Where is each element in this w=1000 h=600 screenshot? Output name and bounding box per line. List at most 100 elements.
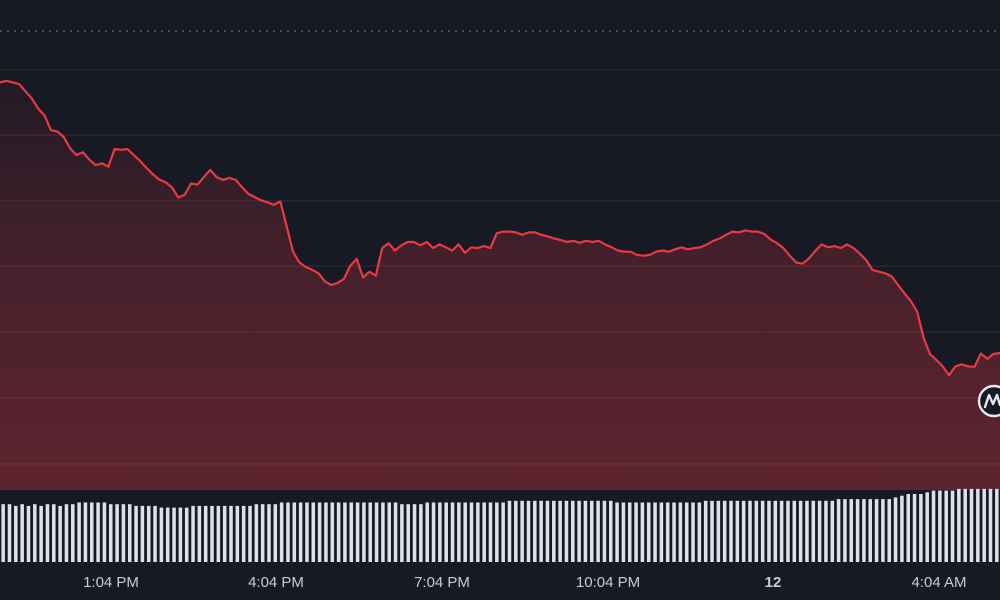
volume-bar: [646, 502, 651, 562]
volume-bar: [836, 499, 841, 562]
volume-bar: [824, 500, 828, 562]
volume-bar: [944, 490, 948, 562]
volume-bar: [431, 502, 436, 562]
volume-bar: [969, 488, 974, 562]
volume-bar: [577, 500, 581, 562]
volume-bar: [615, 502, 619, 562]
volume-bar: [324, 502, 328, 562]
volume-bar: [102, 502, 107, 562]
volume-bar: [355, 502, 360, 562]
x-tick-label: 7:04 PM: [414, 574, 470, 591]
volume-bar: [311, 502, 316, 562]
volume-bar: [406, 504, 410, 562]
volume-bar: [216, 505, 221, 562]
volume-bar: [191, 505, 195, 562]
coinmarketcap-logo-icon: [977, 384, 1000, 418]
volume-bar: [868, 499, 873, 562]
volume-bar: [425, 502, 429, 562]
volume-bar: [438, 502, 442, 562]
volume-bar: [539, 500, 543, 562]
volume-bar: [146, 505, 151, 562]
volume-bar: [792, 500, 797, 562]
volume-bar: [931, 490, 936, 562]
volume-bar: [716, 500, 721, 562]
x-tick-label: 1:04 PM: [83, 574, 139, 591]
volume-bar: [672, 502, 676, 562]
volume-bar: [1, 504, 5, 562]
volume-bar: [203, 505, 208, 562]
volume-bar: [476, 502, 480, 562]
volume-bar: [976, 488, 980, 562]
volume-bar: [697, 502, 702, 562]
x-tick-label: 10:04 PM: [576, 574, 640, 591]
volume-bars: [1, 488, 999, 562]
volume-bar: [305, 502, 309, 562]
volume-bar: [653, 502, 657, 562]
volume-bar: [343, 502, 347, 562]
price-area-fill: [0, 80, 1000, 491]
volume-bar: [463, 502, 467, 562]
volume-bar: [178, 507, 183, 562]
volume-bar: [805, 500, 809, 562]
volume-bar: [235, 505, 240, 562]
volume-bar: [545, 500, 550, 562]
volume-bar: [798, 500, 803, 562]
volume-bar: [596, 500, 600, 562]
volume-bar: [115, 504, 119, 562]
volume-bar: [919, 494, 923, 562]
volume-bar: [286, 502, 290, 562]
volume-bar: [627, 502, 632, 562]
volume-bar: [134, 505, 138, 562]
volume-bar: [893, 497, 898, 562]
volume-bar: [83, 502, 88, 562]
volume-bar: [507, 500, 512, 562]
volume-bar: [273, 504, 278, 562]
volume-bar: [172, 507, 176, 562]
volume-bar: [501, 502, 505, 562]
volume-bar: [887, 499, 892, 562]
volume-bar: [222, 505, 227, 562]
volume-bar: [127, 504, 132, 562]
volume-bar: [526, 500, 531, 562]
volume-bar: [552, 500, 556, 562]
volume-bar: [514, 500, 518, 562]
volume-bar: [482, 502, 486, 562]
volume-bar: [165, 507, 170, 562]
volume-bar: [849, 499, 854, 562]
volume-bar: [45, 504, 50, 562]
volume-bar: [184, 507, 189, 562]
volume-bar: [267, 504, 271, 562]
x-tick-label: 12: [765, 574, 782, 591]
volume-bar: [520, 500, 524, 562]
volume-bar: [279, 502, 284, 562]
volume-bar: [741, 500, 746, 562]
volume-bar: [469, 502, 474, 562]
volume-bar: [995, 488, 999, 562]
volume-bar: [767, 500, 771, 562]
volume-bar: [393, 502, 398, 562]
volume-bar: [349, 502, 354, 562]
volume-bar: [368, 502, 373, 562]
volume-bar: [773, 500, 778, 562]
volume-bar: [950, 490, 955, 562]
volume-bar: [330, 502, 335, 562]
volume-bar: [292, 502, 297, 562]
volume-bar: [938, 490, 942, 562]
volume-bar: [906, 494, 910, 562]
volume-bar: [317, 502, 322, 562]
volume-bar: [39, 505, 43, 562]
volume-bar: [381, 502, 385, 562]
volume-bar: [121, 504, 126, 562]
volume-bar: [779, 500, 784, 562]
volume-bar: [855, 499, 860, 562]
volume-bar: [362, 502, 366, 562]
volume-bar: [450, 502, 455, 562]
volume-bar: [14, 505, 18, 562]
volume-bar: [722, 500, 727, 562]
volume-bar: [52, 504, 56, 562]
volume-bar: [374, 502, 379, 562]
volume-bar: [665, 502, 670, 562]
volume-bar: [254, 504, 259, 562]
